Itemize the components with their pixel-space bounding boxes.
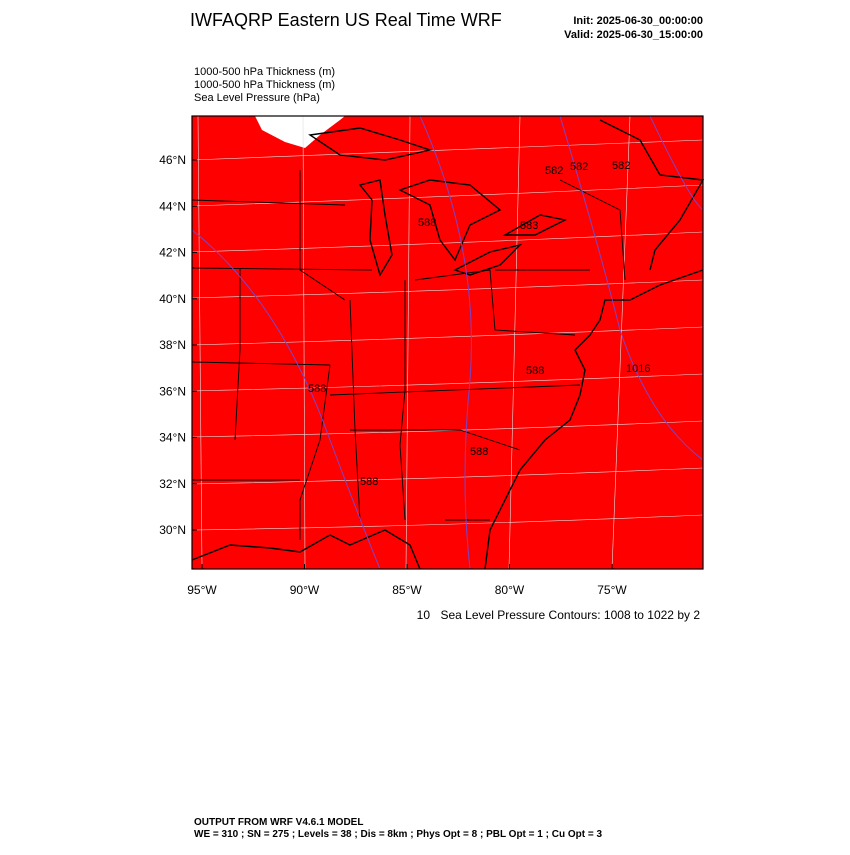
lat-label: 34°N: [159, 431, 186, 445]
contour-label: 588: [470, 446, 488, 458]
field-label: Sea Level Pressure (hPa): [194, 92, 320, 104]
contour-label: 588: [526, 365, 544, 377]
coastlines: [191, 119, 705, 570]
lat-label: 32°N: [159, 477, 186, 491]
lat-label: 40°N: [159, 292, 186, 306]
model-info: OUTPUT FROM WRF V4.6.1 MODEL: [194, 817, 363, 828]
map-frame: [191, 115, 704, 570]
run-info: WE = 310 ; SN = 275 ; Levels = 38 ; Dis …: [194, 829, 602, 840]
footer-overlap: 10: [417, 608, 431, 622]
init-time: Init: 2025-06-30_00:00:00: [573, 15, 703, 27]
contour-label: 588: [308, 383, 326, 395]
contour-label: 1016: [626, 363, 650, 375]
contour-label: 582: [570, 161, 588, 173]
lat-label: 30°N: [159, 523, 186, 537]
title: IWFAQRP Eastern US Real Time WRF: [190, 10, 502, 30]
field-label: 1000-500 hPa Thickness (m): [194, 66, 335, 78]
pressure-contours: [191, 115, 704, 570]
map-fill: [192, 116, 703, 569]
state-borders: [191, 170, 626, 540]
lon-label: 75°W: [597, 583, 627, 597]
lat-label: 38°N: [159, 338, 186, 352]
contour-label: 583: [520, 220, 538, 232]
contour-info: Sea Level Pressure Contours: 1008 to 102…: [441, 608, 701, 622]
lon-label: 80°W: [495, 583, 525, 597]
contour-label: 588: [360, 476, 378, 488]
map: 582 582 582 583 588 1016 588 588 588 588: [191, 115, 705, 570]
lon-label: 85°W: [392, 583, 422, 597]
lat-label: 44°N: [159, 199, 186, 213]
lat-axis: 46°N 44°N 42°N 40°N 38°N 36°N 34°N 32°N 30°N: [159, 153, 197, 537]
lon-label: 90°W: [290, 583, 320, 597]
lat-label: 36°N: [159, 384, 186, 398]
outside-domain: [255, 116, 345, 148]
lon-label: 95°W: [187, 583, 217, 597]
contour-label: 588: [418, 217, 436, 229]
lat-label: 46°N: [159, 153, 186, 167]
contour-label: 582: [545, 165, 563, 177]
lat-label: 42°N: [159, 246, 186, 260]
field-label: 1000-500 hPa Thickness (m): [194, 79, 335, 91]
graticule: [191, 115, 704, 570]
valid-time: Valid: 2025-06-30_15:00:00: [564, 29, 703, 41]
lon-axis: 95°W 90°W 85°W 80°W 75°W: [187, 564, 627, 597]
contour-label: 582: [612, 160, 630, 172]
